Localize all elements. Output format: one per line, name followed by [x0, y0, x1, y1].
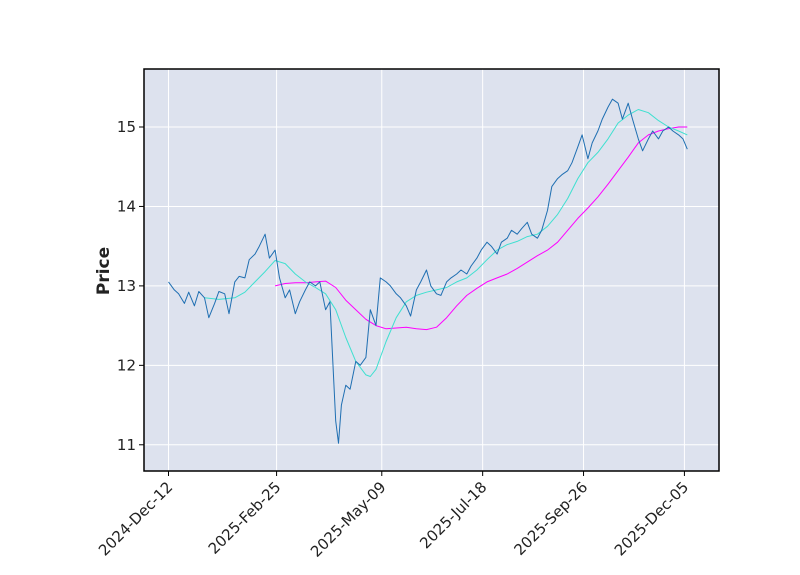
- y-tick-label: 15: [117, 118, 136, 136]
- series-line-ma-short: [204, 109, 688, 377]
- x-tick-label: 2025-May-09: [307, 478, 390, 561]
- plot-frame: [143, 68, 720, 472]
- y-tick-label: 13: [117, 277, 136, 295]
- y-tick-label: 14: [117, 197, 136, 215]
- x-tick-label: 2025-Feb-25: [205, 478, 285, 558]
- grid: [144, 69, 719, 471]
- series-line-price: [168, 98, 688, 444]
- y-axis-label: Price: [94, 247, 114, 295]
- x-tick-label: 2024-Dec-12: [95, 478, 176, 559]
- series-line-ma-long: [274, 126, 688, 331]
- y-tick-label: 12: [117, 356, 136, 374]
- plot-area: [144, 69, 719, 471]
- x-tick-label: 2025-Jul-18: [416, 478, 490, 552]
- x-tick-label: 2025-Sep-26: [511, 478, 592, 559]
- series-layer: [168, 98, 688, 444]
- y-tick-label: 11: [117, 436, 136, 454]
- x-tick-label: 2025-Dec-05: [611, 478, 692, 559]
